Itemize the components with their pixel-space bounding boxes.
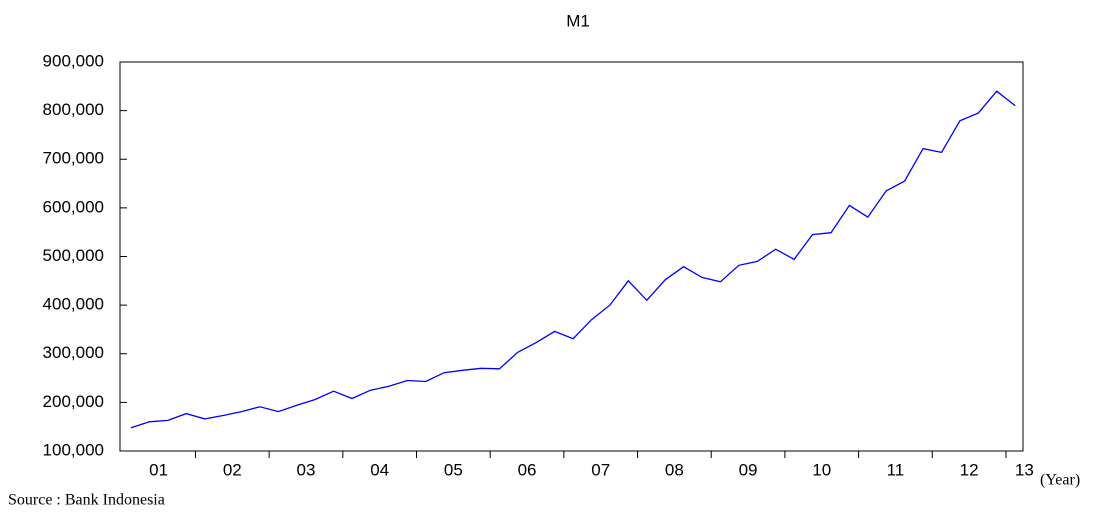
x-tick-label: 03	[297, 460, 316, 479]
source-note: Source : Bank Indonesia	[8, 492, 165, 509]
y-tick-label: 900,000	[43, 51, 104, 70]
y-tick-label: 200,000	[43, 392, 104, 411]
x-tick-label: 13	[1015, 460, 1034, 479]
x-tick-label: 02	[223, 460, 242, 479]
x-tick-label: 06	[518, 460, 537, 479]
y-tick-label: 300,000	[43, 343, 104, 362]
y-tick-label: 500,000	[43, 246, 104, 265]
x-tick-label: 04	[370, 460, 389, 479]
x-tick-label: 05	[444, 460, 463, 479]
x-tick-label: 08	[665, 460, 684, 479]
chart-title: M1	[566, 11, 590, 30]
y-tick-label: 400,000	[43, 295, 104, 314]
y-tick-label: 600,000	[43, 197, 104, 216]
y-tick-label: 700,000	[43, 149, 104, 168]
plot-frame	[119, 61, 1024, 452]
x-tick-label: 07	[591, 460, 610, 479]
y-tick-label: 800,000	[43, 100, 104, 119]
x-tick-label: 01	[149, 460, 168, 479]
data-line	[130, 90, 1016, 429]
x-tick-label: 10	[812, 460, 831, 479]
x-tick-label: 09	[739, 460, 758, 479]
x-tick-label: 11	[887, 460, 905, 479]
x-axis-label: (Year)	[1040, 472, 1080, 489]
y-tick-label: 100,000	[43, 440, 104, 459]
x-tick-label: 12	[960, 460, 979, 479]
